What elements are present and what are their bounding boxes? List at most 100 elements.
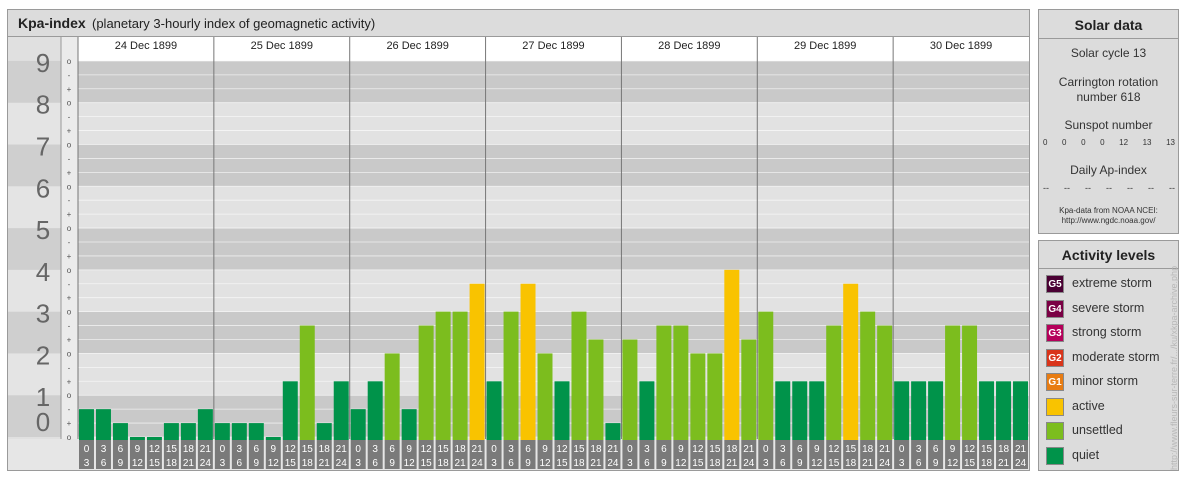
interval-start-label: 15 — [981, 444, 993, 455]
interval-cell — [775, 440, 791, 469]
kp-bar — [282, 381, 298, 440]
interval-cell — [79, 440, 94, 469]
y-tick-label: 6 — [36, 173, 50, 203]
carrington-line1: Carrington rotation — [1058, 75, 1159, 89]
interval-end-label: 15 — [421, 458, 433, 469]
interval-cell — [996, 440, 1012, 469]
interval-end-label: 3 — [627, 458, 633, 469]
interval-cell — [520, 440, 536, 469]
legend-item-severe-storm: G4 severe storm — [1046, 299, 1176, 320]
interval-start-label: 18 — [862, 444, 874, 455]
day-label: 26 Dec 1899 — [386, 40, 448, 52]
y-axis-band — [8, 353, 61, 396]
interval-cell — [282, 440, 298, 469]
ap-value: -- — [1085, 183, 1091, 193]
interval-end-label: 3 — [491, 458, 497, 469]
interval-end-label: 6 — [644, 458, 650, 469]
activity-panel-title: Activity levels — [1061, 247, 1156, 263]
interval-cell — [1013, 440, 1028, 469]
kp-bar — [316, 423, 332, 440]
interval-start-label: 6 — [933, 444, 939, 455]
legend-item-quiet: quiet — [1046, 446, 1176, 467]
interval-start-label: 12 — [421, 444, 433, 455]
interval-end-label: 15 — [828, 458, 840, 469]
interval-end-label: 12 — [675, 458, 687, 469]
kp-bar — [775, 381, 791, 440]
kp-bar — [1013, 381, 1028, 440]
kp-bar — [435, 311, 451, 440]
day-label: 27 Dec 1899 — [522, 40, 584, 52]
interval-start-label: 21 — [879, 444, 891, 455]
kp-bar — [707, 353, 723, 440]
kp-bar — [299, 325, 315, 440]
interval-cell — [537, 440, 553, 469]
kp-bar — [826, 325, 842, 440]
interval-cell — [826, 440, 842, 469]
kp-bar — [945, 325, 961, 440]
kp-bar — [741, 339, 757, 440]
kp-bar — [248, 423, 264, 440]
minor-label: - — [68, 405, 71, 414]
interval-cell — [367, 440, 383, 469]
interval-end-label: 3 — [84, 458, 90, 469]
interval-end-label: 9 — [389, 458, 395, 469]
interval-start-label: 6 — [254, 444, 260, 455]
interval-end-label: 6 — [372, 458, 378, 469]
interval-start-label: 21 — [472, 444, 484, 455]
y-axis-band — [8, 228, 61, 270]
minor-label: o — [67, 57, 72, 66]
sunspot-value: 0 — [1100, 138, 1105, 147]
legend-swatch: G1 — [1046, 373, 1064, 391]
interval-cell — [962, 440, 978, 469]
interval-cell — [911, 440, 927, 469]
interval-start-label: 21 — [1015, 444, 1027, 455]
interval-cell — [503, 440, 519, 469]
interval-cell — [639, 440, 655, 469]
kp-bar — [350, 409, 366, 440]
kp-bar — [486, 381, 502, 440]
interval-cell — [622, 440, 638, 469]
interval-cell — [316, 440, 332, 469]
kp-bar — [401, 409, 417, 440]
interval-start-label: 0 — [763, 444, 769, 455]
legend-item-minor-storm: G1 minor storm — [1046, 373, 1176, 393]
chart-title: Kpa-index — [18, 15, 86, 31]
y-tick-label: 2 — [36, 340, 50, 370]
y-tick-label: 8 — [36, 90, 50, 120]
interval-start-label: 15 — [573, 444, 585, 455]
carrington-line2: number 618 — [1076, 90, 1141, 104]
interval-end-label: 21 — [998, 458, 1010, 469]
ap-label: Daily Ap-index — [1070, 163, 1147, 177]
minor-label: o — [67, 224, 72, 233]
minor-label: - — [68, 154, 71, 163]
kp-bars — [79, 269, 1028, 440]
interval-start-label: 0 — [627, 444, 633, 455]
interval-end-label: 12 — [404, 458, 416, 469]
interval-cell — [792, 440, 808, 469]
interval-end-label: 24 — [879, 458, 891, 469]
legend-item-extreme-storm: G5 extreme storm — [1046, 275, 1176, 295]
interval-end-label: 15 — [556, 458, 568, 469]
interval-cell — [197, 440, 213, 469]
interval-cell — [401, 440, 417, 469]
minor-label: + — [67, 419, 72, 428]
y-axis-band — [8, 144, 61, 187]
credit-line2[interactable]: http://www.ngdc.noaa.gov/ — [1061, 216, 1156, 225]
solar-data-panel: Solar data Solar cycle 13 Carrington rot… — [1038, 9, 1179, 234]
interval-cell — [418, 440, 434, 469]
interval-start-label: 0 — [491, 444, 497, 455]
ap-value: -- — [1148, 183, 1154, 193]
interval-cell — [333, 440, 349, 469]
kp-bar — [452, 311, 468, 440]
interval-cell — [605, 440, 621, 469]
solar-panel-title: Solar data — [1074, 17, 1143, 33]
minor-label: + — [67, 127, 72, 136]
interval-cell — [299, 440, 315, 469]
interval-end-label: 9 — [933, 458, 939, 469]
minor-label: - — [68, 322, 71, 331]
minor-label: + — [67, 335, 72, 344]
interval-end-label: 9 — [797, 458, 803, 469]
interval-end-label: 12 — [132, 458, 144, 469]
kp-bar — [996, 381, 1012, 440]
kp-bar — [112, 423, 128, 440]
